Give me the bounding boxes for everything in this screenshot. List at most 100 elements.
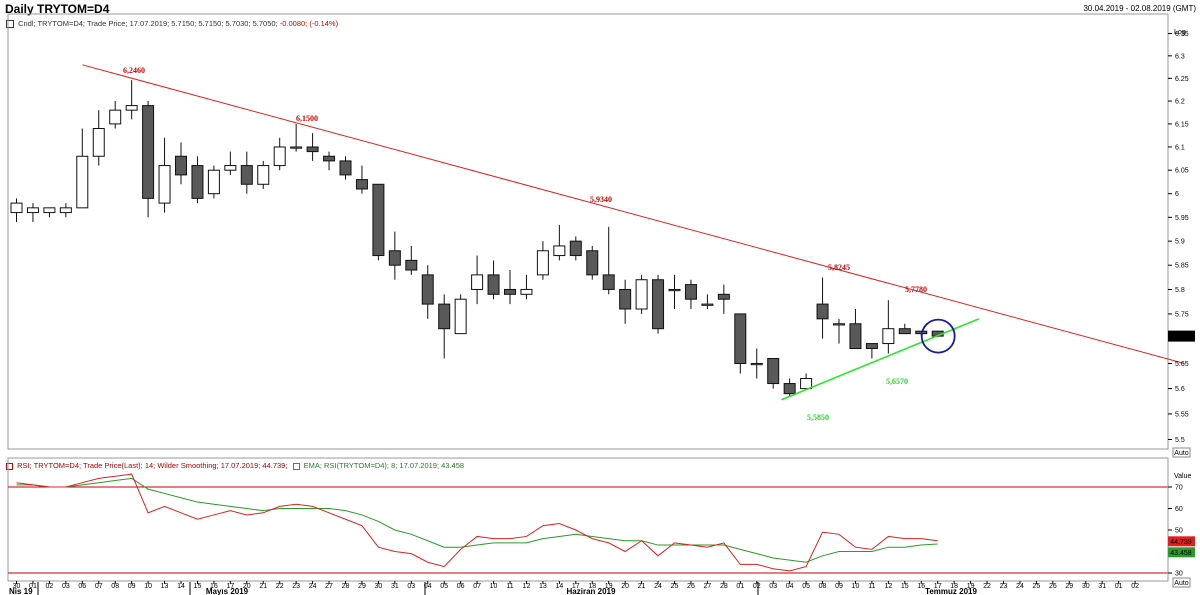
x-day-label: 26 (687, 583, 695, 590)
candle-body (257, 165, 270, 185)
candle (59, 203, 72, 218)
candle (240, 151, 253, 194)
candle-body (388, 250, 401, 266)
candle-body (43, 207, 56, 214)
x-day-label: 29 (1065, 583, 1073, 590)
x-day-label: 23 (1000, 583, 1008, 590)
x-month-label: Temmuz 2019 (925, 587, 977, 595)
price-tick-label: 5.85 (1175, 263, 1189, 270)
candle-body (26, 207, 39, 214)
candle-body (421, 274, 434, 305)
price-tick-label: 5.5 (1175, 437, 1185, 444)
last-price-badge (1168, 330, 1195, 342)
candle (635, 274, 648, 314)
x-day-label: 20 (621, 583, 629, 590)
candle (898, 323, 911, 335)
x-day-label: 10 (490, 583, 498, 590)
annotations: 6,2460 6,1500 5,9340 5,8245 5,7780 5,5850 5,65… (123, 66, 927, 422)
x-day-label: 30 (13, 583, 21, 590)
price-tick-label: 5.95 (1175, 215, 1189, 222)
x-day-label: 17 (226, 583, 234, 590)
x-day-label: 14 (555, 583, 563, 590)
x-day-label: 16 (210, 583, 218, 590)
x-day-label: 24 (309, 583, 317, 590)
candle (339, 156, 352, 180)
candle (717, 284, 730, 314)
x-day-label: 20 (243, 583, 251, 590)
rsi-auto-label: Auto (1174, 580, 1189, 587)
annotation-low: 5,5850 (807, 413, 829, 422)
rsi-tick-label: 50 (1175, 528, 1183, 535)
x-day-label: 21 (638, 583, 646, 590)
candle-body (865, 343, 878, 350)
candle (76, 128, 89, 209)
candle (125, 80, 138, 120)
candle-body (783, 383, 796, 395)
candle (602, 226, 615, 295)
price-legend-text: Cndl; TRYTOM=D4; Trade Price; 17.07.2019… (18, 19, 280, 28)
ema-line (16, 477, 938, 563)
chart-frame (7, 13, 1169, 582)
candle-body (306, 146, 319, 153)
x-axis: 30 01 02 03 06 07 08 09 10 13 14 15 16 17 20 21 22 23 24 27… (9, 581, 1139, 595)
price-tick-label: 5.55 (1175, 411, 1189, 418)
candle (438, 294, 451, 359)
annotation-high: 6,1500 (296, 114, 318, 123)
x-day-label: 15 (901, 583, 909, 590)
x-day-label: 16 (917, 583, 925, 590)
candle-body (882, 328, 895, 345)
annotation-high: 6,2460 (123, 66, 145, 75)
x-day-label: 09 (128, 583, 136, 590)
candle-body (816, 303, 829, 320)
x-day-label: 19 (967, 583, 975, 590)
ema-legend-text: EMA; RSI(TRYTOM=D4); 8; 17.07.2019; 43.4… (303, 461, 465, 470)
ema-value-badge (1168, 547, 1195, 558)
x-day-label: 12 (884, 583, 892, 590)
candle-body (142, 105, 155, 199)
price-axis: Log6.356.36.256.26.156.16.0565.955.95.85… (1168, 29, 1195, 458)
candle (405, 245, 418, 275)
resistance-line (82, 64, 1185, 364)
candle-body (684, 284, 697, 300)
x-day-label: 30 (375, 583, 383, 590)
candle (668, 274, 681, 310)
annotation-high: 5,8245 (828, 263, 850, 272)
rsi-auto-box (1172, 577, 1191, 588)
candle (92, 110, 105, 166)
resistance-trendline (82, 64, 1185, 364)
rsi-value-label: Value (1174, 473, 1191, 480)
price-tick-label: 5.75 (1175, 311, 1189, 318)
candle-body (290, 146, 303, 149)
candle-body (586, 250, 599, 276)
x-day-label: 07 (95, 583, 103, 590)
x-day-label: 12 (523, 583, 531, 590)
candle-body (668, 288, 681, 292)
candle (158, 137, 171, 213)
annotation-high: 5,7780 (905, 285, 927, 294)
x-month-label: Nis 19 (9, 587, 33, 595)
candle-body (553, 245, 566, 257)
candle-body (191, 165, 204, 199)
candle-body (405, 259, 418, 271)
rsi-legend: RSI; TRYTOM=D4; Trade Price(Last); 14; W… (6, 461, 464, 470)
candle-body (734, 313, 747, 364)
x-day-label: 11 (868, 583, 875, 590)
legend-rsi-icon (6, 462, 13, 470)
x-day-label: 14 (177, 583, 185, 590)
candle-body (471, 274, 484, 290)
candle (487, 260, 500, 300)
candle-body (355, 179, 368, 190)
candle-body (158, 165, 171, 204)
candle-body (273, 146, 286, 167)
x-day-label: 06 (78, 583, 86, 590)
price-legend: Cndl; TRYTOM=D4; Trade Price; 17.07.2019… (6, 19, 338, 29)
candle-body (438, 303, 451, 330)
x-day-label: 17 (572, 583, 580, 590)
highlight-circle (920, 318, 956, 354)
candle-body (487, 274, 500, 295)
candle (586, 245, 599, 280)
x-day-label: 03 (407, 583, 415, 590)
candle (849, 309, 862, 350)
candle (553, 224, 566, 261)
